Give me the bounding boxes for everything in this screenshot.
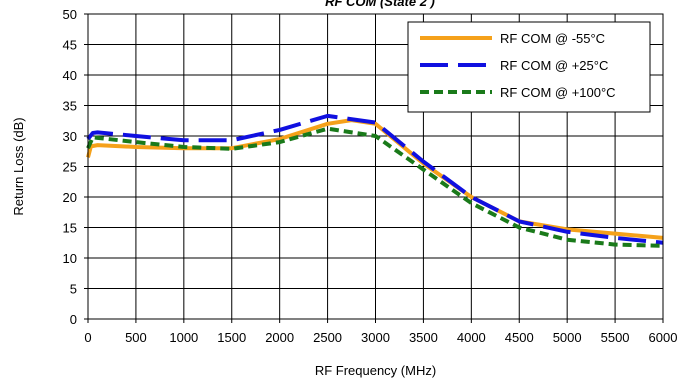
x-tick-label: 2000 <box>265 330 294 345</box>
y-tick-label: 0 <box>70 312 77 327</box>
series-line-1 <box>86 118 664 240</box>
y-tick-label: 30 <box>63 129 77 144</box>
legend-label-2: RF COM @ +25°C <box>500 58 608 73</box>
legend-label-3: RF COM @ +100°C <box>500 85 616 100</box>
series-lines <box>86 113 664 248</box>
legend-items: RF COM @ -55°C RF COM @ +25°C RF COM @ +10… <box>420 31 616 100</box>
legend-label-1: RF COM @ -55°C <box>500 31 605 46</box>
x-axis-ticks: 0 500 1000 1500 2000 2500 3000 3500 4000 4500 5000… <box>84 319 677 345</box>
x-tick-label: 5000 <box>553 330 582 345</box>
x-tick-label: 500 <box>125 330 147 345</box>
x-tick-label: 3500 <box>409 330 438 345</box>
y-axis-label: Return Loss (dB) <box>11 117 26 215</box>
legend: RF COM @ -55°C RF COM @ +25°C RF COM @ +10… <box>407 21 651 113</box>
x-tick-label: 2500 <box>313 330 342 345</box>
y-tick-label: 10 <box>63 251 77 266</box>
x-tick-label: 1000 <box>169 330 198 345</box>
x-tick-label: 4500 <box>505 330 534 345</box>
y-axis-ticks: 0 5 10 15 20 25 30 35 40 45 50 <box>63 7 88 327</box>
y-tick-label: 45 <box>63 38 77 53</box>
y-tick-label: 5 <box>70 282 77 297</box>
x-axis-label: RF Frequency (MHz) <box>315 363 436 378</box>
y-tick-label: 35 <box>63 99 77 114</box>
y-tick-label: 15 <box>63 221 77 236</box>
y-tick-label: 25 <box>63 160 77 175</box>
y-tick-label: 40 <box>63 68 77 83</box>
x-tick-label: 6000 <box>649 330 678 345</box>
y-tick-label: 50 <box>63 7 77 22</box>
series-line-2 <box>86 113 664 245</box>
x-tick-label: 1500 <box>217 330 246 345</box>
x-tick-label: 3000 <box>361 330 390 345</box>
x-tick-label: 4000 <box>457 330 486 345</box>
chart-title: RF COM (State 2 ) <box>325 0 435 9</box>
y-tick-label: 20 <box>63 190 77 205</box>
x-tick-label: 0 <box>84 330 91 345</box>
x-tick-label: 5500 <box>601 330 630 345</box>
series-line-3 <box>86 126 664 248</box>
